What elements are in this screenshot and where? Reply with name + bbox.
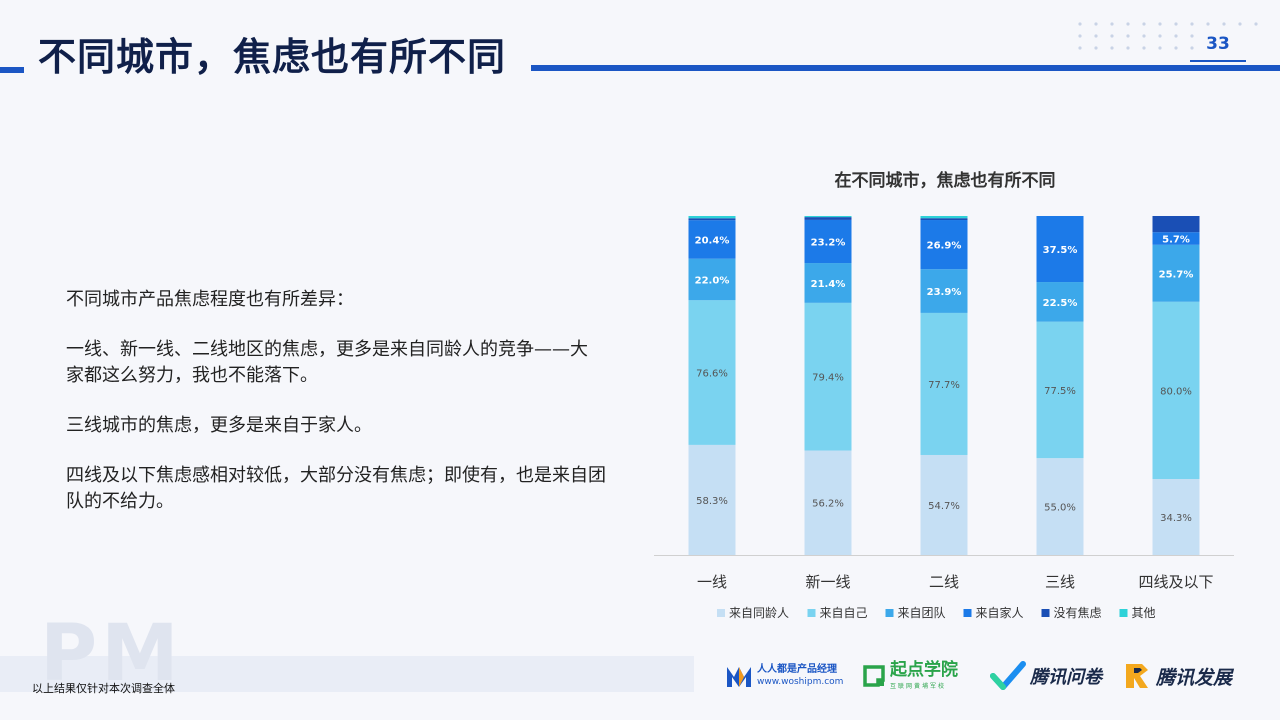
bar-segment (804, 450, 852, 555)
summary-point-2: 三线城市的焦虑，更多是来自于家人。 (66, 415, 372, 436)
legend-swatch (885, 609, 894, 617)
bar-segment (920, 312, 968, 455)
bar-segment (804, 219, 852, 264)
qidian-mark-icon (863, 665, 885, 687)
tencent-fazhan-logo: 腾讯发展 (1122, 654, 1232, 698)
data-label: 54.7% (928, 501, 960, 512)
woshipm-name: 人人都是产品经理 (757, 664, 837, 675)
fazhan-mark-icon (1126, 664, 1148, 688)
data-label: 77.7% (928, 380, 960, 391)
data-label: 76.6% (696, 369, 728, 380)
summary-point-1: 一线、新一线、二线地区的焦虑，更多是来自同龄人的竞争——大家都这么努力，我也不能… (66, 339, 588, 386)
legend-label: 来自团队 (898, 605, 946, 620)
title-accent-left (0, 67, 24, 73)
footer-band (0, 656, 694, 692)
bar-segment (1152, 216, 1200, 233)
data-label: 56.2% (812, 499, 844, 510)
category-label: 新一线 (805, 573, 850, 591)
data-label: 34.3% (1160, 513, 1192, 524)
category-label: 一线 (697, 573, 727, 591)
bar-segment (1152, 244, 1200, 302)
tencent-wenjuan-logo: 腾讯问卷 (990, 654, 1102, 698)
data-label: 37.5% (1043, 245, 1078, 256)
legend-swatch (963, 609, 972, 617)
category-label: 三线 (1045, 573, 1075, 591)
bar-segment (1152, 479, 1200, 555)
summary-text: 不同城市产品焦虑程度也有所差异： 一线、新一线、二线地区的焦虑，更多是来自同龄人… (66, 287, 626, 539)
stacked-bar-chart: 在不同城市，焦虑也有所不同 58.3% 76.6% 22.0% 20.4% 一线 56.2%… (654, 170, 1234, 620)
wenjuan-name: 腾讯问卷 (1030, 667, 1102, 688)
page-title: 不同城市，焦虑也有所不同 (38, 35, 507, 79)
legend-label: 来自家人 (976, 605, 1024, 620)
category-label: 二线 (929, 573, 959, 591)
title-accent-right (531, 65, 1280, 71)
summary-intro: 不同城市产品焦虑程度也有所差异： (66, 289, 354, 310)
qidian-sub: 互联网黄埔军校 (890, 682, 947, 690)
bar-segment (688, 216, 736, 219)
data-label: 26.9% (927, 241, 962, 252)
legend-label: 其他 (1132, 606, 1156, 620)
bar-segment (920, 269, 968, 313)
bar-segment (920, 216, 968, 219)
fazhan-name: 腾讯发展 (1156, 666, 1233, 689)
bar-segment (1036, 321, 1084, 459)
woshipm-mark-icon (727, 667, 751, 687)
data-label: 77.5% (1044, 386, 1076, 397)
data-label: 22.5% (1043, 298, 1078, 309)
data-label: 22.0% (695, 275, 730, 286)
qidian-logo: 起点学院 互联网黄埔军校 (862, 654, 958, 698)
bar-segment (804, 263, 852, 303)
data-label: 20.4% (695, 235, 730, 246)
data-label: 58.3% (696, 496, 728, 507)
data-label: 25.7% (1159, 269, 1194, 280)
bar-segment (1036, 282, 1084, 322)
legend-swatch (717, 609, 725, 617)
bar-segment (688, 444, 736, 555)
decorative-dots (1078, 22, 1258, 50)
bar-segment (1036, 216, 1084, 283)
woshipm-logo: 人人都是产品经理 www.woshipm.com (724, 654, 843, 698)
bar-segment (688, 300, 736, 445)
bar-segment (688, 220, 736, 259)
data-label: 21.4% (811, 279, 846, 290)
page-number: 33 (1206, 34, 1230, 54)
bar-segment (688, 218, 736, 221)
page-number-underline (1190, 60, 1246, 62)
checkmark-icon (990, 661, 1026, 690)
legend-label: 来自同龄人 (729, 606, 789, 620)
legend-swatch (1119, 609, 1128, 617)
bar-segment (920, 454, 968, 555)
bar-segment (804, 302, 852, 451)
bar-segment (920, 220, 968, 270)
data-label: 5.7% (1162, 234, 1190, 245)
data-label: 23.2% (811, 237, 846, 248)
data-label: 23.9% (927, 287, 962, 298)
bar-segment (688, 258, 736, 301)
bar-segment (1152, 232, 1200, 245)
legend-swatch (1041, 609, 1050, 617)
legend-label: 没有焦虑 (1054, 605, 1102, 620)
data-label: 55.0% (1044, 503, 1076, 514)
woshipm-url: www.woshipm.com (757, 677, 844, 687)
category-label: 四线及以下 (1138, 573, 1213, 591)
data-label: 79.4% (812, 373, 844, 384)
bar-segment (1152, 301, 1200, 480)
legend-label: 来自自己 (820, 606, 868, 620)
pm-watermark: PM (40, 609, 183, 699)
summary-point-3: 四线及以下焦虑感相对较低，大部分没有焦虑；即使有，也是来自团队的不给力。 (66, 465, 606, 512)
bar-segment (920, 218, 968, 221)
bar-segment (1036, 458, 1084, 555)
qidian-name: 起点学院 (890, 659, 958, 680)
legend-swatch (807, 609, 816, 617)
data-label: 80.0% (1160, 386, 1192, 397)
chart-title: 在不同城市，焦虑也有所不同 (835, 170, 1056, 191)
bar-segment (804, 216, 852, 218)
partner-logos: 人人都是产品经理 www.woshipm.com 起点学院 互联网黄埔军校 腾讯… (724, 654, 1264, 698)
bar-segment (804, 217, 852, 220)
footnote: 以上结果仅针对本次调查全体 (32, 682, 175, 695)
